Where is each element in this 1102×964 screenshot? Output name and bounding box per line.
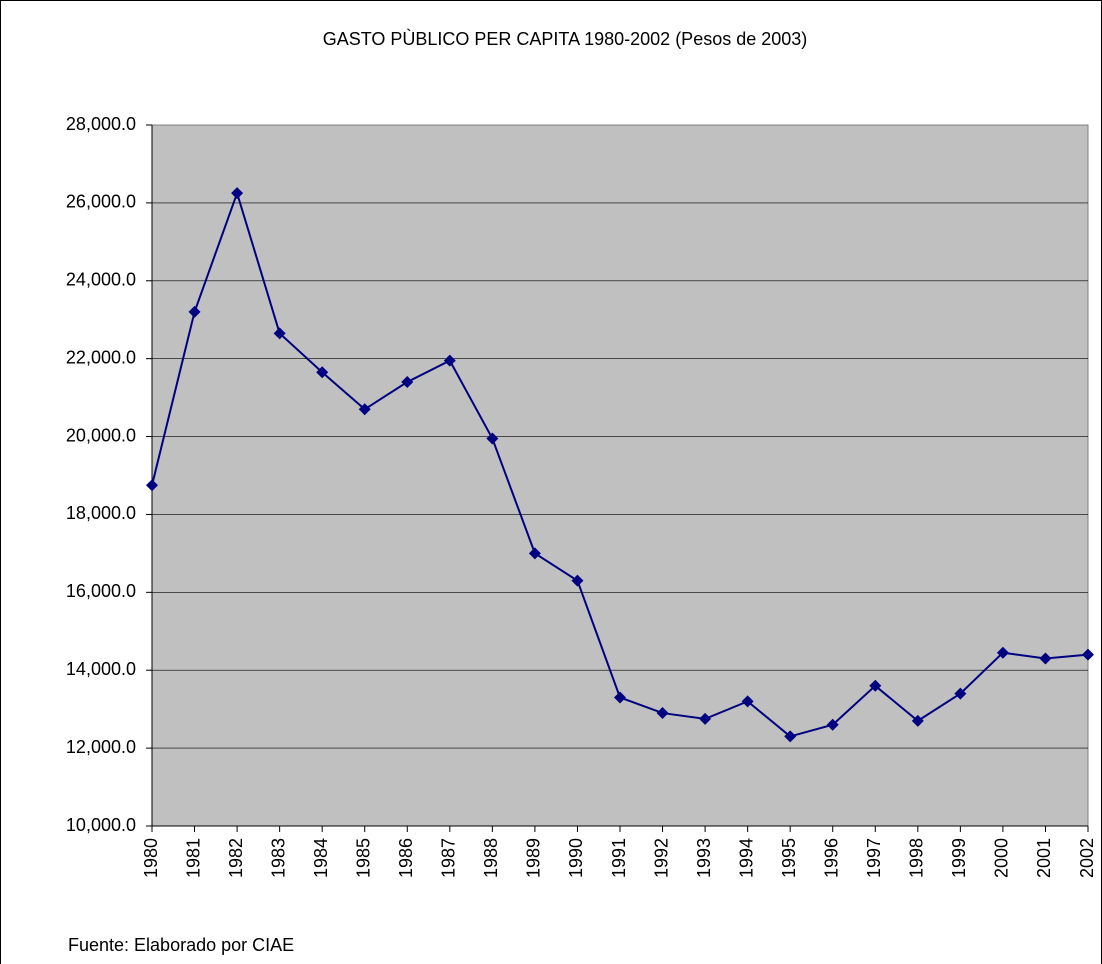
x-tick-label: 1989 bbox=[524, 838, 544, 878]
y-tick-label: 24,000.0 bbox=[66, 270, 136, 290]
y-tick-label: 22,000.0 bbox=[66, 347, 136, 367]
x-tick-label: 1997 bbox=[864, 838, 884, 878]
x-tick-label: 1986 bbox=[396, 838, 416, 878]
point-marker bbox=[231, 187, 244, 200]
y-tick-label: 12,000.0 bbox=[66, 737, 136, 757]
x-tick-label: 1985 bbox=[353, 838, 373, 878]
point-marker bbox=[146, 479, 158, 492]
x-tick-label: 1992 bbox=[651, 838, 671, 878]
point-marker bbox=[614, 691, 626, 704]
x-tick-label: 1996 bbox=[821, 838, 841, 878]
x-tick-label: 1982 bbox=[226, 838, 246, 878]
y-tick-label: 28,000.0 bbox=[66, 114, 136, 134]
point-marker bbox=[358, 403, 371, 416]
point-marker bbox=[486, 432, 499, 445]
point-marker bbox=[273, 327, 286, 340]
point-marker bbox=[401, 376, 414, 389]
point-marker bbox=[954, 687, 967, 700]
x-tick-label: 1983 bbox=[268, 838, 288, 878]
point-marker bbox=[188, 305, 201, 318]
x-tick-label: 1980 bbox=[141, 838, 161, 878]
plot-area bbox=[151, 124, 1089, 827]
y-tick-label: 20,000.0 bbox=[66, 425, 136, 445]
x-tick-label: 2002 bbox=[1077, 838, 1097, 878]
x-tick-label: 1987 bbox=[439, 838, 459, 878]
x-tick-label: 1991 bbox=[609, 838, 629, 878]
point-marker bbox=[996, 646, 1009, 659]
x-tick-label: 2000 bbox=[992, 838, 1012, 878]
point-marker bbox=[826, 718, 839, 731]
y-tick-label: 26,000.0 bbox=[66, 192, 136, 212]
point-marker bbox=[869, 679, 882, 692]
x-tick-label: 1994 bbox=[736, 838, 756, 878]
point-marker bbox=[528, 547, 541, 560]
point-marker bbox=[741, 695, 754, 708]
point-marker bbox=[1082, 648, 1094, 661]
x-tick-label: 1990 bbox=[566, 838, 586, 878]
point-marker bbox=[443, 354, 456, 367]
point-marker bbox=[784, 730, 797, 743]
x-tick-label: 1981 bbox=[183, 838, 203, 878]
point-marker bbox=[699, 712, 712, 725]
point-marker bbox=[911, 714, 924, 727]
y-tick-label: 18,000.0 bbox=[66, 503, 136, 523]
y-tick-label: 10,000.0 bbox=[66, 815, 136, 835]
y-tick-label: 14,000.0 bbox=[66, 659, 136, 679]
point-marker bbox=[316, 366, 329, 379]
x-tick-label: 1998 bbox=[907, 838, 927, 878]
x-tick-label: 1984 bbox=[311, 838, 331, 878]
point-marker bbox=[571, 574, 584, 587]
source-note: Fuente: Elaborado por CIAE bbox=[68, 935, 294, 955]
x-tick-label: 1988 bbox=[481, 838, 501, 878]
y-tick-label: 16,000.0 bbox=[66, 581, 136, 601]
chart-title: GASTO PÙBLICO PER CAPITA 1980-2002 (Peso… bbox=[323, 28, 808, 49]
point-marker bbox=[656, 707, 669, 720]
x-tick-label: 2001 bbox=[1034, 838, 1054, 878]
x-tick-label: 1995 bbox=[779, 838, 799, 878]
x-tick-label: 1993 bbox=[694, 838, 714, 878]
x-tick-label: 1999 bbox=[949, 838, 969, 878]
point-marker bbox=[1039, 652, 1052, 665]
